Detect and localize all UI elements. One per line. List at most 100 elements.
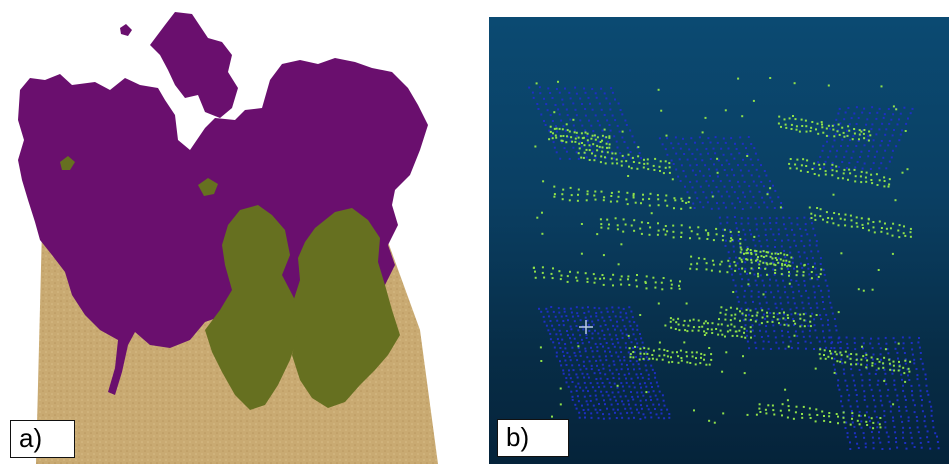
point-green bbox=[808, 413, 811, 416]
point-blue bbox=[747, 136, 750, 138]
point-green bbox=[680, 197, 683, 200]
point-blue bbox=[790, 285, 793, 288]
point-blue bbox=[855, 123, 858, 125]
point-green bbox=[823, 354, 825, 356]
point-green bbox=[796, 265, 798, 268]
point-blue bbox=[797, 342, 800, 344]
point-green bbox=[743, 372, 746, 375]
point-blue bbox=[784, 256, 787, 259]
point-blue bbox=[809, 307, 812, 309]
point-green bbox=[795, 167, 798, 170]
point-green bbox=[872, 221, 875, 223]
point-blue bbox=[765, 174, 768, 177]
point-green bbox=[664, 166, 667, 169]
point-blue bbox=[750, 257, 752, 260]
point-blue bbox=[891, 372, 894, 375]
point-blue bbox=[644, 364, 647, 367]
point-blue bbox=[789, 246, 792, 249]
point-green bbox=[777, 122, 780, 125]
point-blue bbox=[722, 137, 725, 140]
point-blue bbox=[850, 156, 853, 159]
point-blue bbox=[789, 308, 792, 311]
point-blue bbox=[603, 337, 606, 340]
point-green bbox=[776, 318, 779, 321]
point-green bbox=[873, 231, 876, 234]
point-blue bbox=[727, 251, 730, 254]
point-green bbox=[582, 136, 585, 139]
point-green bbox=[576, 199, 579, 202]
point-green bbox=[710, 358, 713, 361]
point-blue bbox=[589, 102, 591, 105]
point-blue bbox=[868, 112, 871, 115]
point-green bbox=[686, 330, 689, 333]
point-blue bbox=[748, 313, 750, 316]
point-blue bbox=[835, 329, 838, 332]
shrub-left bbox=[205, 205, 300, 410]
point-green bbox=[557, 80, 559, 83]
point-blue bbox=[863, 390, 866, 393]
point-green bbox=[739, 319, 741, 322]
point-blue bbox=[884, 426, 887, 429]
point-green bbox=[761, 316, 764, 319]
point-blue bbox=[792, 291, 795, 294]
point-green bbox=[888, 183, 891, 186]
point-green bbox=[810, 271, 813, 273]
point-blue bbox=[836, 149, 838, 152]
point-green bbox=[755, 413, 758, 416]
point-blue bbox=[904, 442, 907, 444]
point-green bbox=[864, 414, 866, 417]
point-green bbox=[726, 271, 729, 274]
point-blue bbox=[549, 338, 552, 341]
point-blue bbox=[845, 421, 848, 424]
point-green bbox=[559, 135, 562, 138]
point-blue bbox=[800, 295, 803, 298]
point-green bbox=[819, 167, 822, 170]
point-blue bbox=[807, 296, 810, 299]
point-blue bbox=[618, 130, 621, 133]
point-blue bbox=[540, 113, 543, 116]
point-green bbox=[584, 272, 587, 275]
point-blue bbox=[766, 206, 769, 209]
point-green bbox=[639, 352, 642, 355]
shrub-small bbox=[198, 178, 218, 196]
point-green bbox=[803, 325, 806, 328]
point-blue bbox=[769, 348, 772, 350]
point-blue bbox=[577, 382, 580, 385]
point-green bbox=[669, 320, 672, 323]
point-green bbox=[722, 412, 725, 415]
point-green bbox=[665, 194, 668, 197]
point-blue bbox=[668, 416, 671, 419]
point-green bbox=[746, 258, 749, 261]
point-blue bbox=[757, 158, 760, 161]
point-blue bbox=[576, 359, 579, 362]
point-green bbox=[582, 156, 585, 159]
point-blue bbox=[834, 325, 837, 328]
point-blue bbox=[593, 372, 596, 375]
point-blue bbox=[574, 108, 577, 111]
point-green bbox=[757, 256, 759, 259]
point-blue bbox=[878, 389, 881, 392]
point-blue bbox=[804, 340, 807, 343]
point-blue bbox=[712, 179, 715, 182]
point-green bbox=[592, 143, 595, 146]
point-blue bbox=[859, 415, 862, 417]
point-green bbox=[610, 195, 613, 197]
point-blue bbox=[555, 151, 558, 154]
point-green bbox=[620, 243, 623, 246]
point-blue bbox=[608, 413, 611, 416]
point-blue bbox=[786, 267, 789, 270]
point-blue bbox=[916, 378, 919, 381]
point-green bbox=[593, 281, 596, 284]
point-blue bbox=[765, 325, 768, 327]
point-blue bbox=[879, 347, 882, 350]
point-green bbox=[750, 336, 752, 339]
point-blue bbox=[898, 405, 900, 408]
point-blue bbox=[566, 334, 569, 337]
point-blue bbox=[629, 151, 632, 153]
point-blue bbox=[876, 150, 878, 153]
point-blue bbox=[731, 202, 734, 205]
point-blue bbox=[757, 295, 760, 298]
point-blue bbox=[732, 279, 735, 282]
point-green bbox=[849, 357, 852, 360]
point-blue bbox=[740, 285, 743, 288]
